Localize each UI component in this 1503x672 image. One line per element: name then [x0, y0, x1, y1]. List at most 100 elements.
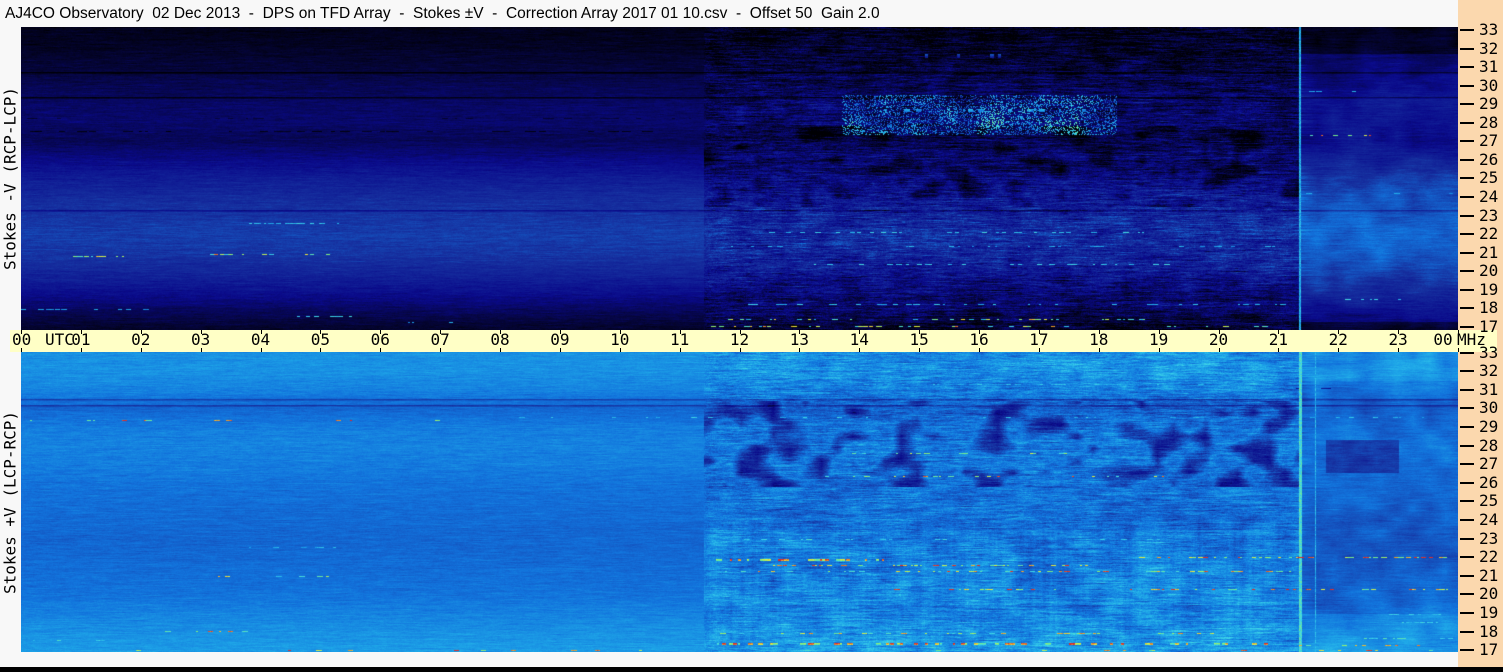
time-axis-tick: [140, 348, 142, 352]
freq-tick-dash: [1460, 611, 1474, 614]
time-axis-unit-label: MHz: [1457, 330, 1486, 349]
freq-tick-dash: [1460, 370, 1474, 373]
freq-tick-dash: [1460, 481, 1474, 484]
freq-tick-dash: [1460, 214, 1474, 217]
time-axis-hour-label: 21: [1268, 330, 1289, 349]
freq-tick-dash: [1460, 288, 1474, 291]
time-axis-hour-label: 22: [1328, 330, 1348, 349]
freq-tick-label: 32: [1479, 38, 1499, 58]
freq-tick-label: 26: [1479, 149, 1499, 169]
freq-tick-dash: [1460, 47, 1474, 50]
freq-tick-dash: [1460, 518, 1474, 521]
time-axis-tick: [679, 348, 681, 352]
time-axis-hour-label: 20: [1208, 330, 1229, 349]
spectrogram-panel-top: [21, 27, 1458, 330]
freq-tick-dash: [1460, 425, 1474, 428]
time-axis: 00 UTC 01 02 03 04 05 06 07 08 09 10 11 12 13 14 15 16 17 1…: [10, 330, 1497, 352]
freq-tick-label: 17: [1479, 316, 1499, 336]
time-axis-hour-label: 04: [250, 330, 271, 349]
freq-tick-label: 23: [1479, 528, 1499, 548]
freq-tick-label: 19: [1479, 602, 1499, 622]
time-axis-hour-label: 03: [190, 330, 211, 349]
freq-axis-bottom: 33 32 31 30 29 28 27 26 25 24 23 22 21 20 19 18 17: [1458, 344, 1503, 658]
time-axis-tick: [200, 348, 202, 352]
freq-tick-dash: [1460, 29, 1474, 31]
time-axis-tick: [1098, 348, 1100, 352]
freq-tick-label: 17: [1479, 640, 1499, 660]
window-title: AJ4CO Observatory 02 Dec 2013 - DPS on T…: [5, 4, 880, 22]
time-axis-tick: [80, 348, 82, 352]
time-axis-tick: [260, 330, 262, 334]
time-axis-hour-label: 23: [1388, 330, 1408, 349]
freq-tick-label: 19: [1479, 279, 1499, 299]
freq-tick-dash: [1460, 444, 1474, 447]
time-axis-hour-label: 19: [1148, 330, 1169, 349]
freq-tick-label: 22: [1479, 547, 1499, 567]
freq-tick-dash: [1460, 407, 1474, 410]
time-axis-hour-label: 15: [909, 330, 929, 349]
freq-tick-label: 30: [1479, 398, 1499, 418]
freq-tick-label: 18: [1479, 621, 1499, 641]
freq-tick-label: 20: [1479, 584, 1499, 604]
freq-tick-dash: [1460, 121, 1474, 124]
freq-tick-dash: [1460, 196, 1474, 199]
freq-tick-dash: [1460, 463, 1474, 466]
freq-tick-dash: [1460, 500, 1474, 503]
time-axis-tick: [979, 330, 980, 334]
left-axis-label-top: Stokes -V (RCP-LCP): [0, 86, 20, 271]
time-axis-tick: [919, 348, 921, 352]
freq-tick-dash: [1460, 84, 1474, 87]
time-axis-tick: [1038, 330, 1040, 334]
freq-tick-dash: [1460, 388, 1474, 391]
time-axis-hour-label: 12: [729, 330, 750, 349]
freq-tick-label: 33: [1479, 20, 1499, 39]
freq-tick-label: 28: [1479, 112, 1499, 132]
time-axis-hour-label: 13: [789, 330, 810, 349]
time-axis-tick: [320, 348, 322, 352]
freq-tick-dash: [1460, 140, 1474, 143]
time-axis-tick: [559, 330, 561, 334]
time-axis-tick: [1218, 330, 1220, 334]
time-axis-tick: [21, 348, 22, 352]
time-axis-tick: [859, 348, 861, 352]
freq-tick-label: 27: [1479, 454, 1499, 474]
freq-tick-dash: [1460, 177, 1474, 180]
time-axis-hour-label: 02: [131, 330, 151, 349]
time-axis-hour-label: 08: [490, 330, 510, 349]
freq-tick-label: 27: [1479, 131, 1499, 151]
time-axis-tick: [919, 330, 921, 334]
time-axis-tick: [500, 330, 501, 334]
freq-tick-dash: [1460, 574, 1474, 577]
time-axis-hour-label: 10: [610, 330, 630, 349]
time-axis-tick: [559, 348, 561, 352]
time-axis-tick: [80, 330, 82, 334]
time-axis-tick: [440, 348, 442, 352]
time-axis-tick: [320, 330, 322, 334]
freq-tick-dash: [1460, 251, 1474, 254]
freq-tick-label: 29: [1479, 94, 1499, 114]
freq-tick-dash: [1460, 537, 1474, 540]
freq-tick-label: 32: [1479, 361, 1499, 381]
time-axis-hour-label: 17: [1029, 330, 1049, 349]
time-axis-tick: [260, 348, 262, 352]
freq-tick-label: 33: [1479, 342, 1499, 362]
time-axis-tick: [1098, 330, 1100, 334]
time-axis-tick: [380, 330, 382, 334]
freq-tick-dash: [1460, 158, 1474, 161]
time-axis-tick: [1038, 348, 1040, 352]
freq-tick-label: 28: [1479, 435, 1499, 455]
freq-tick-label: 24: [1479, 509, 1499, 529]
freq-tick-label: 31: [1479, 379, 1499, 399]
time-axis-hour-label: 07: [430, 330, 450, 349]
time-axis-tick: [619, 330, 621, 334]
time-axis-hour-label: 11: [669, 330, 690, 349]
freq-tick-dash: [1460, 325, 1474, 328]
time-axis-end-label: 00: [1433, 330, 1453, 349]
spectrogram-panel-bottom: [21, 352, 1458, 652]
time-axis-tick: [440, 330, 442, 334]
time-axis-hour-label: 16: [969, 330, 989, 349]
time-axis-tick: [619, 348, 621, 352]
time-axis-tick: [140, 330, 142, 334]
freq-tick-dash: [1460, 233, 1474, 236]
